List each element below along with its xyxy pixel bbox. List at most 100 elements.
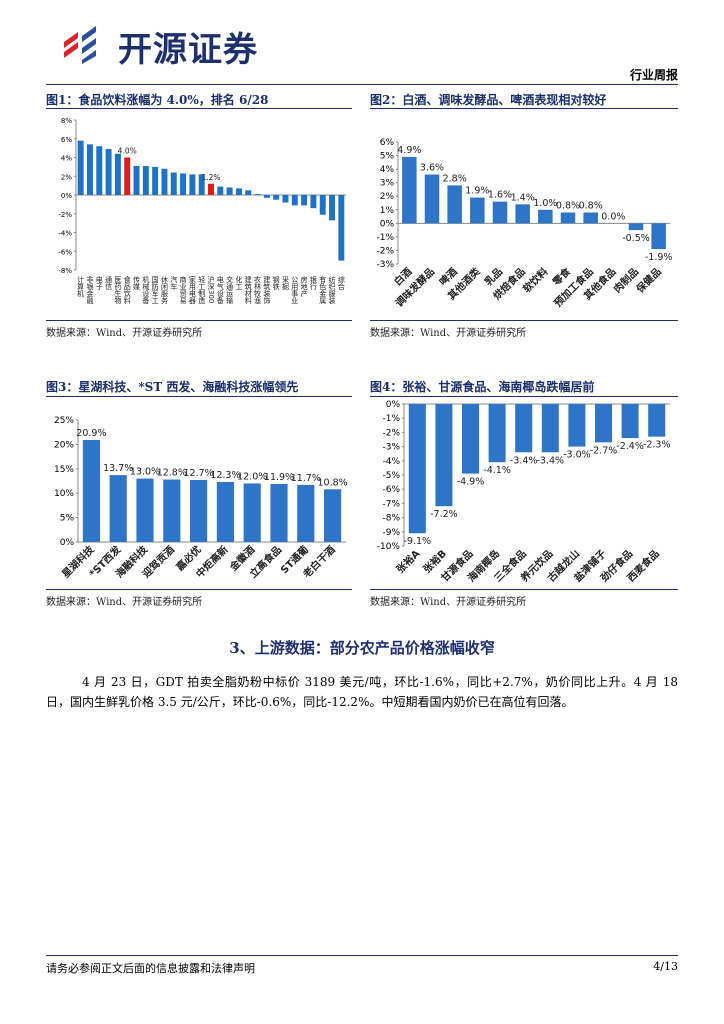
bar [338,195,345,261]
bar [324,489,342,542]
bar [124,157,131,195]
y-tick-label: 3% [380,179,395,189]
chart: -10%-9%-8%-7%-6%-5%-4%-3%-2%-1%0%-9.1%张裕… [377,400,671,585]
bar [77,140,84,195]
bar [109,475,127,542]
bar [133,165,140,195]
bar [297,484,315,542]
bar [492,201,508,224]
y-tick-label: -8% [382,514,400,524]
y-tick-label: -2% [376,246,394,256]
section-heading: 3、上游数据：部分农产品价格涨幅收窄 [229,639,495,657]
y-tick-label: -6% [382,485,400,495]
y-tick-label: -6% [58,248,72,256]
value-label: 3.6% [420,163,444,174]
bar [161,168,168,195]
chart: 0%5%10%15%20%25%20.9%星湖科技13.7%*ST西发13.0%… [54,416,348,581]
bar [648,404,666,437]
y-tick-label: -1% [376,233,394,243]
x-tick-label: 非银金融 [86,275,94,305]
rule [370,589,678,590]
rule [370,108,678,109]
x-tick-label: 建筑装饰 [263,275,271,305]
y-tick-label: 0% [60,538,75,548]
x-tick-label: 房地产 [300,275,308,298]
rule [46,108,352,109]
y-tick-label: -5% [382,471,400,481]
paragraph: 4 月 23 日，GDT 拍卖全脂奶粉中标价 3189 美元/吨，环比-1.6%… [46,675,678,709]
value-label: 0.0% [601,211,625,222]
y-tick-label: 4% [380,165,395,175]
value-label: 12.0% [237,471,267,482]
value-label: -3.4% [537,455,565,466]
y-tick-label: 20% [54,440,74,450]
x-tick-label: 电子 [95,275,103,290]
y-tick-label: 1% [380,206,395,216]
bar [180,173,187,195]
x-tick-label: 轻工制造 [198,275,206,305]
bar [190,480,208,542]
value-label: 1.2% [201,173,220,182]
y-tick-label: 2% [380,192,395,202]
bar [461,404,480,474]
source: 数据来源：Wind、开源证券研究所 [46,597,203,608]
rule [46,396,352,397]
value-label: 4.9% [397,145,421,156]
x-tick-label: 医药生物 [114,276,122,305]
y-tick-label: -2% [382,428,400,438]
value-label: 20.9% [76,428,106,439]
bar [435,404,453,507]
y-tick-label: -10% [377,542,401,552]
brand: 开源证券 [118,30,258,70]
report-tag: 行业周报 [629,68,678,82]
bar [301,195,308,206]
value-label: -3.4% [510,455,538,466]
bar [189,174,196,195]
bar [470,197,485,224]
source: 数据来源：Wind、开源证券研究所 [370,328,527,339]
x-tick-label: 汽车 [170,275,178,291]
bar [86,144,93,195]
value-label: 11.7% [291,473,321,484]
x-tick-label: 软饮料 [520,265,550,295]
bar [560,212,576,224]
y-tick-label: -3% [376,260,394,270]
x-tick-label: 银行 [309,275,317,291]
bar [583,212,598,224]
value-label: 1.9% [465,186,489,197]
value-label: -1.9% [645,252,673,263]
value-label: 13.0% [130,467,160,478]
value-label: -4.1% [483,465,511,476]
bar [282,195,289,203]
y-tick-label: 25% [54,416,74,426]
value-label: 10.8% [318,477,348,488]
x-tick-label: 肉制品 [611,265,641,295]
bar [291,195,298,206]
bar [142,165,149,195]
bar [515,404,533,453]
value-label: -4.9% [457,477,485,488]
bar [208,183,214,195]
bar [408,404,426,534]
bar [114,153,121,195]
rule [370,396,678,397]
bar [217,186,224,195]
value-label: 12.3% [210,470,240,481]
value-label: -3.0% [563,450,591,461]
y-tick-label: 5% [380,152,395,162]
page-number: 4/13 [653,960,678,973]
y-tick-label: 8% [61,117,72,125]
x-tick-label: 电气设备 [216,275,224,305]
bar [170,172,177,195]
x-tick-label: 传媒 [133,275,141,291]
rule [46,589,352,590]
x-tick-label: 家用电器 [188,275,196,305]
value-label: 0.8% [579,200,603,211]
y-tick-label: -2% [58,211,72,219]
header-rule [46,84,678,85]
value-label: 0.8% [556,200,580,211]
bar [82,440,100,542]
y-tick-label: -1% [382,414,400,424]
rule [370,320,678,321]
